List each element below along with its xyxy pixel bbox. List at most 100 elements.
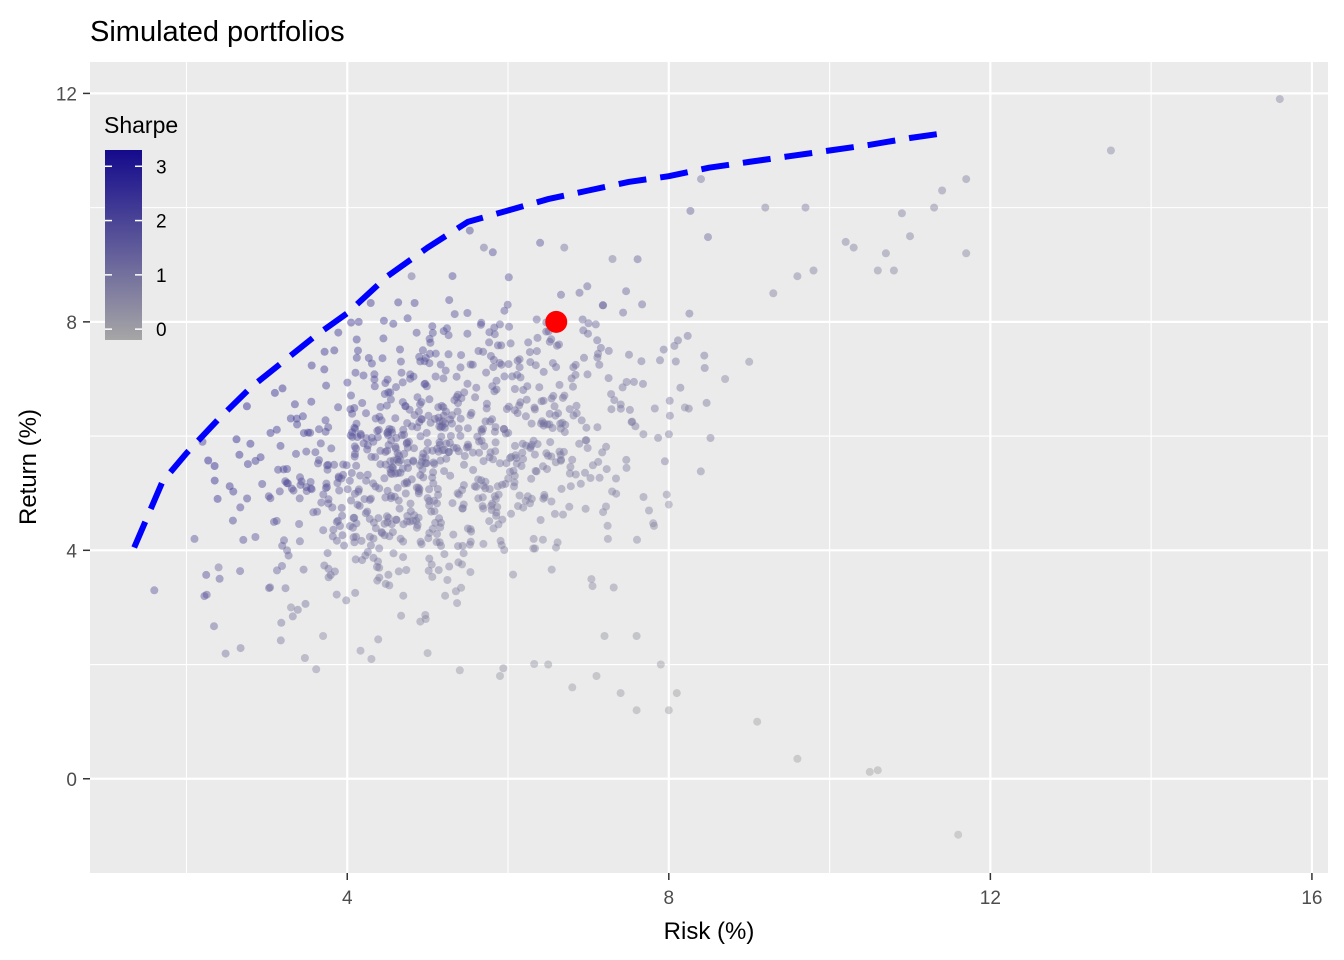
portfolio-point (447, 411, 456, 420)
portfolio-point (571, 470, 580, 479)
portfolio-point (444, 331, 453, 340)
portfolio-point (409, 456, 418, 465)
portfolio-point (423, 649, 432, 658)
portfolio-point (406, 517, 414, 526)
portfolio-point (403, 458, 412, 467)
portfolio-point (659, 345, 668, 354)
portfolio-point (213, 494, 222, 503)
portfolio-point (424, 534, 433, 543)
portfolio-point (330, 460, 339, 469)
portfolio-point (448, 272, 457, 281)
portfolio-point (583, 370, 592, 379)
portfolio-point (374, 557, 382, 566)
portfolio-point (204, 456, 213, 465)
portfolio-point (388, 528, 397, 537)
portfolio-point (402, 478, 411, 486)
portfolio-point (962, 249, 971, 258)
portfolio-point (676, 383, 685, 392)
portfolio-point (354, 346, 362, 355)
portfolio-point (560, 428, 569, 437)
portfolio-point (454, 542, 462, 551)
portfolio-point (500, 425, 508, 433)
portfolio-point (352, 532, 361, 541)
portfolio-point (530, 403, 539, 412)
portfolio-point (581, 436, 590, 445)
portfolio-point (512, 459, 521, 468)
portfolio-point (498, 515, 507, 524)
portfolio-point (468, 360, 477, 369)
portfolio-point (320, 347, 329, 356)
portfolio-point (469, 466, 478, 474)
portfolio-point (619, 308, 628, 317)
portfolio-point (572, 401, 581, 410)
portfolio-point (465, 226, 474, 235)
portfolio-point (210, 622, 218, 631)
portfolio-point (369, 534, 378, 543)
portfolio-point (393, 455, 402, 464)
portfolio-point (412, 523, 421, 532)
portfolio-point (436, 423, 445, 432)
portfolio-point (472, 482, 481, 491)
portfolio-point (416, 357, 425, 366)
portfolio-point (700, 351, 709, 360)
portfolio-point (488, 499, 497, 508)
portfolio-point (413, 393, 422, 402)
portfolio-point (292, 449, 300, 458)
portfolio-point (607, 405, 616, 414)
portfolio-point (645, 506, 653, 515)
portfolio-point (316, 439, 325, 448)
portfolio-point (533, 333, 542, 342)
portfolio-point (389, 319, 398, 328)
portfolio-point (351, 555, 360, 564)
portfolio-point (457, 583, 466, 592)
portfolio-point (437, 432, 446, 441)
portfolio-point (415, 485, 424, 494)
portfolio-point (387, 470, 396, 478)
efficient-frontier-line (131, 130, 943, 549)
portfolio-point (686, 206, 695, 215)
portfolio-point (526, 444, 535, 453)
portfolio-point (270, 517, 278, 526)
portfolio-point (539, 421, 548, 430)
portfolio-point (435, 417, 444, 426)
portfolio-point (376, 446, 385, 455)
portfolio-point (317, 498, 326, 507)
portfolio-point (435, 440, 444, 449)
portfolio-point (417, 540, 426, 549)
portfolio-point (362, 476, 371, 485)
portfolio-point (487, 501, 496, 510)
portfolio-point (328, 503, 337, 512)
portfolio-point (302, 487, 311, 495)
portfolio-point (680, 403, 689, 412)
portfolio-point (485, 485, 494, 493)
portfolio-point (510, 471, 519, 480)
portfolio-point (556, 456, 565, 465)
portfolio-point (392, 383, 400, 392)
portfolio-point (604, 346, 613, 355)
portfolio-point (328, 532, 337, 541)
portfolio-point (452, 393, 461, 401)
portfolio-point (414, 483, 423, 492)
portfolio-point (399, 520, 408, 529)
portfolio-point (587, 575, 596, 584)
portfolio-point (632, 632, 641, 640)
portfolio-point (439, 374, 448, 383)
portfolio-point (431, 518, 440, 527)
portfolio-point (530, 660, 539, 668)
portfolio-point (394, 496, 403, 505)
portfolio-point (579, 326, 588, 335)
portfolio-point (302, 483, 311, 492)
portfolio-point (638, 300, 647, 309)
portfolio-point (410, 511, 419, 520)
portfolio-point (586, 474, 595, 482)
portfolio-point (452, 372, 461, 381)
portfolio-point (499, 425, 508, 433)
portfolio-point (273, 566, 281, 575)
portfolio-point (333, 479, 342, 487)
portfolio-point (335, 486, 344, 495)
portfolio-point (674, 336, 682, 345)
portfolio-point (265, 584, 273, 593)
portfolio-point (670, 341, 679, 350)
portfolio-point (334, 403, 343, 412)
